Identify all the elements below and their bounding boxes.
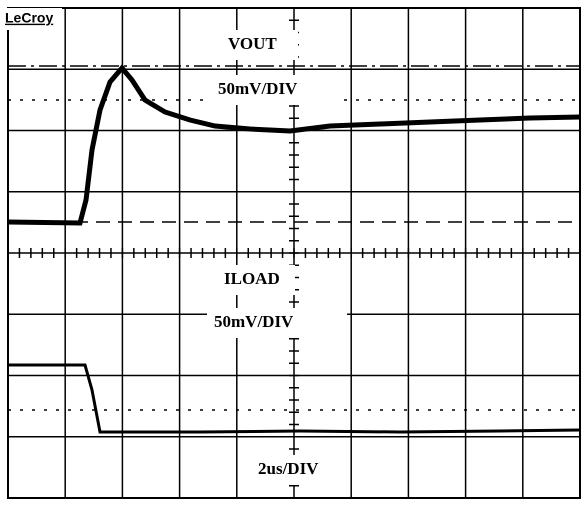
timebase: 2us/DIV: [258, 459, 319, 478]
vout-scale: 50mV/DIV: [218, 79, 298, 98]
vout-label: VOUT: [228, 34, 277, 53]
iload-label: ILOAD: [224, 269, 280, 288]
label-box: [212, 75, 340, 105]
iload-scale: 50mV/DIV: [214, 312, 294, 331]
grid: [7, 7, 581, 499]
label-box: [248, 455, 348, 485]
label-box: [218, 30, 298, 60]
brand-box: [2, 8, 62, 30]
label-box: [215, 265, 295, 295]
label-box: [207, 308, 347, 338]
iload-waveform: [8, 363, 581, 434]
brand: LeCroy: [5, 10, 53, 26]
vout-waveform: [7, 64, 581, 226]
